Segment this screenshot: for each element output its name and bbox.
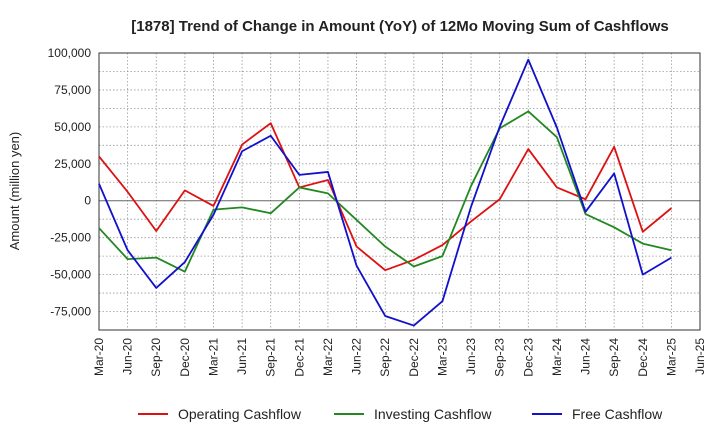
x-tick-label: Dec-23 — [521, 338, 535, 377]
legend-label: Investing Cashflow — [374, 406, 492, 422]
x-tick-label: Sep-24 — [607, 338, 621, 377]
x-tick-label: Sep-21 — [264, 338, 278, 377]
x-tick-label: Mar-24 — [550, 338, 564, 376]
x-tick-label: Mar-23 — [435, 338, 449, 376]
y-axis-label: Amount (million yen) — [7, 132, 22, 251]
plot-frame — [98, 52, 701, 331]
x-tick-label: Mar-20 — [92, 338, 106, 376]
x-tick-label: Jun-22 — [350, 338, 364, 375]
x-tick-label: Dec-24 — [636, 338, 650, 377]
y-tick-label: 25,000 — [54, 157, 91, 171]
x-tick-label: Sep-22 — [378, 338, 392, 377]
series-line-free-cashflow — [98, 58, 672, 327]
x-tick-label: Jun-25 — [693, 338, 707, 375]
y-tick-label: -75,000 — [50, 305, 91, 319]
x-tick-label: Mar-21 — [206, 338, 220, 376]
x-tick-label: Sep-20 — [149, 338, 163, 377]
y-tick-label: 0 — [84, 194, 91, 208]
x-tick-label: Jun-23 — [464, 338, 478, 375]
x-tick-label: Sep-23 — [493, 338, 507, 377]
x-tick-label: Mar-25 — [664, 338, 678, 376]
y-tick-label: -50,000 — [50, 268, 91, 282]
y-tick-label: 50,000 — [54, 120, 91, 134]
x-tick-label: Mar-22 — [321, 338, 335, 376]
y-tick-label: 75,000 — [54, 83, 91, 97]
chart-title: [1878] Trend of Change in Amount (YoY) o… — [131, 18, 669, 35]
plot-area: 100,000 75,000 50,000 25,000 0 -25,000 -50,000… — [48, 46, 707, 377]
y-tick-label: -25,000 — [50, 231, 91, 245]
legend: Operating Cashflow Investing Cashflow Free… — [138, 406, 663, 422]
x-tick-label: Jun-20 — [121, 338, 135, 375]
plot-background — [99, 53, 700, 330]
series-line-investing-cashflow — [98, 110, 672, 273]
x-tick-label: Dec-20 — [178, 338, 192, 377]
series-line-operating-cashflow — [98, 122, 672, 272]
x-tick-label: Jun-24 — [579, 338, 593, 375]
legend-label: Free Cashflow — [572, 406, 663, 422]
x-tick-label: Jun-21 — [235, 338, 249, 375]
x-tick-label: Dec-22 — [407, 338, 421, 377]
legend-label: Operating Cashflow — [178, 406, 302, 422]
x-tick-label: Dec-21 — [292, 338, 306, 377]
y-tick-label: 100,000 — [48, 46, 92, 60]
